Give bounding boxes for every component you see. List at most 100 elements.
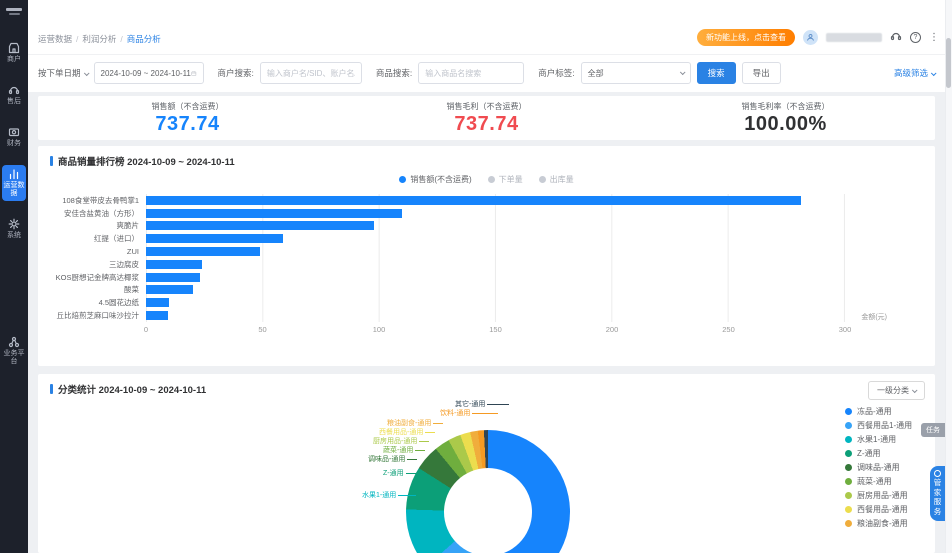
shop-icon [8,42,20,54]
pie-legend-item[interactable]: 水果1-通用 [845,432,912,446]
sidebar-item-headset[interactable]: 售后 [2,81,26,109]
advanced-filter-link[interactable]: 高级筛选 [894,67,937,79]
user-icon [807,34,814,41]
legend-dot [845,505,852,513]
bar-track [146,221,845,231]
bar-track [146,311,845,321]
breadcrumb-separator: / [76,34,79,44]
legend-item[interactable]: 出库量 [538,174,574,185]
x-axis: 0 50 100 150 200 250 300 金额(元) [144,314,887,335]
bar[interactable] [146,195,801,205]
sidebar-item-data[interactable]: 运营数据 [2,165,26,201]
merchant-search-input-wrap [259,62,362,84]
platform-icon [8,336,20,348]
breadcrumb-item[interactable]: 商品分析 [126,34,161,44]
pie-legend-item[interactable]: Z-通用 [845,446,912,460]
bar-track [146,298,845,308]
x-axis-tick: 100 [372,324,386,334]
new-feature-badge[interactable]: 新功能上线，点击查看 [697,29,795,46]
title-accent [50,384,53,394]
date-type-select[interactable]: 按下单日期 [38,67,90,79]
legend-dot [845,407,852,415]
legend-label: 厨房用品-通用 [857,490,908,500]
sidebar-item-label: 财务 [7,140,21,147]
breadcrumb-item[interactable]: 利润分析 [82,34,117,44]
legend-label: 下单量 [498,174,523,184]
sidebar-item-label: 业务平台 [3,350,25,365]
service-button-char: 务 [933,506,942,516]
date-range-input[interactable]: 2024-10-09 ~ 2024-10-11 [93,62,204,84]
task-tab[interactable]: 任务 [921,423,945,437]
product-search-input[interactable] [425,68,518,78]
kpi-value: 737.74 [155,112,220,135]
merchant-tag-select[interactable]: 全部 [580,62,691,84]
bar-track [146,247,845,257]
service-button-char: 服 [933,497,942,506]
more-menu-icon[interactable]: ⋮ [929,31,939,43]
chevron-down-icon [679,69,686,76]
legend-dot [399,175,407,183]
legend-dot [845,421,852,429]
help-icon[interactable]: ? [910,32,921,43]
bar-chart: 108食堂带皮去骨鸭掌1 安佳含盐黄油（方形） 爽脆片 红提（进口） ZUI 三边腐皮 KO… [50,194,923,335]
product-search-label: 商品搜索: [375,68,413,78]
bar[interactable] [146,311,169,321]
category-stats-card: 分类统计 2024-10-09 ~ 2024-10-11 一级分类 其它-通用饮… [38,374,935,553]
support-agent-icon[interactable] [890,30,902,46]
bar-chart-legend: 销售额(不含运费) 下单量 出库量 [50,173,923,185]
pie-legend-item[interactable]: 冻品-通用 [845,404,912,418]
export-button[interactable]: 导出 [741,62,781,84]
bar[interactable] [146,259,202,269]
merchant-search-input[interactable] [266,68,355,78]
pie-legend-item[interactable]: 厨房用品-通用 [845,488,912,502]
chevron-down-icon [83,70,90,77]
sidebar-item-finance[interactable]: 财务 [2,123,26,151]
bar-row: 108食堂带皮去骨鸭掌1 [50,194,923,207]
bar-category-label: 4.5圆花边纸 [98,298,139,308]
bar[interactable] [146,247,261,257]
sidebar-item-gear[interactable]: 系统 [2,215,26,243]
scrollbar-track[interactable] [945,0,952,553]
category-level-select[interactable]: 一级分类 [868,381,925,400]
legend-item[interactable]: 销售额(不含运费) [399,174,472,185]
bar[interactable] [146,298,170,308]
bar[interactable] [146,234,284,244]
pie-legend-item[interactable]: 粮油副食-通用 [845,516,912,530]
bar[interactable] [146,272,200,282]
finance-icon [8,128,20,137]
pie-legend-item[interactable]: 西餐用品1-通用 [845,418,912,432]
pie-legend-item[interactable]: 蔬菜-通用 [845,474,912,488]
bar-category-label: ZUI [126,247,139,257]
user-name-redacted[interactable] [826,33,882,42]
service-button[interactable]: 管家服务 [930,466,945,521]
legend-label: 西餐用品1-通用 [857,420,913,430]
bar[interactable] [146,221,375,231]
sidebar-item-label: 售后 [7,98,21,105]
search-button[interactable]: 搜索 [696,62,736,84]
bar[interactable] [146,285,193,295]
scrollbar-thumb[interactable] [946,38,951,88]
gear-icon [8,218,20,230]
avatar[interactable] [803,30,818,45]
legend-label: 粮油副食-通用 [857,518,908,528]
pie-legend-item[interactable]: 调味品-通用 [845,460,912,474]
breadcrumb-item[interactable]: 运营数据 [38,34,73,44]
bar[interactable] [146,208,403,218]
donut-callout-label: 其它-通用 [455,399,510,409]
sidebar-item-shop[interactable]: 商户 [2,39,26,67]
legend-label: 出库量 [549,174,574,184]
legend-label: 销售额(不含运费) [410,174,472,184]
sidebar-item-label: 运营数据 [3,182,25,197]
title-accent [50,156,53,166]
donut-callout-label: 蔬菜-通用 [383,445,426,455]
legend-item[interactable]: 下单量 [487,174,523,185]
chevron-down-icon [911,386,918,393]
bar-category-label: KOS厨想记金牌高达椰浆 [55,272,139,282]
sidebar-item-label: 商户 [7,56,21,63]
sidebar-item-platform[interactable]: 业务平台 [2,333,26,369]
pie-legend-item[interactable]: 西餐用品-通用 [845,502,912,516]
donut-callout-label: 饮料-通用 [440,408,499,418]
x-axis-tick: 200 [605,324,619,334]
legend-dot [845,477,852,485]
